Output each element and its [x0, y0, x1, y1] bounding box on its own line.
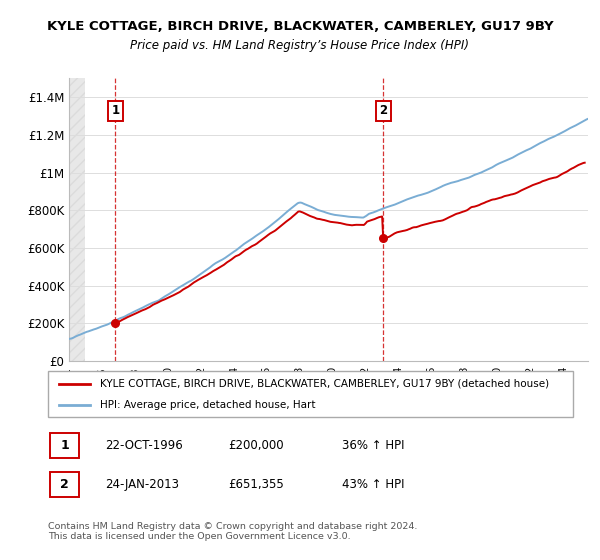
Text: 2: 2 [60, 478, 69, 491]
Text: KYLE COTTAGE, BIRCH DRIVE, BLACKWATER, CAMBERLEY, GU17 9BY: KYLE COTTAGE, BIRCH DRIVE, BLACKWATER, C… [47, 20, 553, 34]
Text: £651,355: £651,355 [228, 478, 284, 491]
Text: 24-JAN-2013: 24-JAN-2013 [105, 478, 179, 491]
Text: 43% ↑ HPI: 43% ↑ HPI [342, 478, 404, 491]
Text: Contains HM Land Registry data © Crown copyright and database right 2024.
This d: Contains HM Land Registry data © Crown c… [48, 522, 418, 542]
Text: 1: 1 [60, 438, 69, 452]
Bar [69, 78, 85, 361]
FancyBboxPatch shape [48, 371, 573, 417]
Text: KYLE COTTAGE, BIRCH DRIVE, BLACKWATER, CAMBERLEY, GU17 9BY (detached house): KYLE COTTAGE, BIRCH DRIVE, BLACKWATER, C… [101, 379, 550, 389]
FancyBboxPatch shape [50, 433, 79, 458]
Text: £200,000: £200,000 [228, 438, 284, 452]
Text: HPI: Average price, detached house, Hart: HPI: Average price, detached house, Hart [101, 400, 316, 410]
Text: 1: 1 [111, 104, 119, 118]
Text: Price paid vs. HM Land Registry’s House Price Index (HPI): Price paid vs. HM Land Registry’s House … [131, 39, 470, 53]
Text: 36% ↑ HPI: 36% ↑ HPI [342, 438, 404, 452]
FancyBboxPatch shape [50, 472, 79, 497]
Text: 22-OCT-1996: 22-OCT-1996 [105, 438, 183, 452]
Text: 2: 2 [379, 104, 387, 118]
